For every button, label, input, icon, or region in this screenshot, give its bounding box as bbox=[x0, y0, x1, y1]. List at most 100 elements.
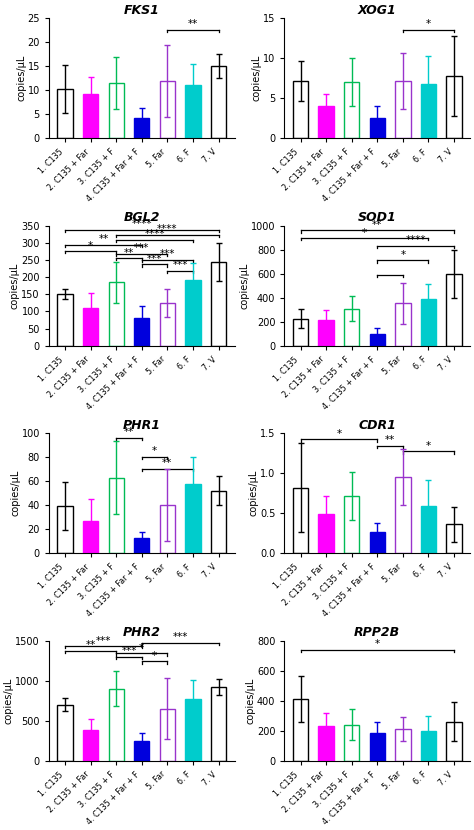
Bar bbox=[134, 740, 149, 761]
Text: ****: **** bbox=[144, 229, 165, 239]
Bar bbox=[319, 726, 334, 761]
Bar bbox=[447, 525, 462, 554]
Text: *: * bbox=[152, 651, 157, 661]
Text: *: * bbox=[426, 441, 431, 451]
Bar bbox=[109, 689, 124, 761]
Title: PHR2: PHR2 bbox=[123, 627, 161, 639]
Y-axis label: copies/μL: copies/μL bbox=[4, 677, 14, 724]
Y-axis label: copies/μL: copies/μL bbox=[239, 262, 249, 309]
Bar bbox=[211, 261, 226, 346]
Text: ****: **** bbox=[157, 224, 178, 234]
Bar bbox=[83, 308, 98, 346]
Bar bbox=[109, 282, 124, 346]
Text: ***: *** bbox=[134, 243, 149, 253]
Bar bbox=[57, 506, 73, 554]
Bar bbox=[344, 725, 359, 761]
Bar bbox=[370, 532, 385, 554]
Text: ***: *** bbox=[160, 249, 175, 259]
Y-axis label: copies/μL: copies/μL bbox=[252, 55, 262, 101]
Title: FKS1: FKS1 bbox=[124, 4, 160, 17]
Title: XOG1: XOG1 bbox=[358, 4, 397, 17]
Bar bbox=[447, 76, 462, 139]
Bar bbox=[447, 722, 462, 761]
Title: RPP2B: RPP2B bbox=[354, 627, 401, 639]
Text: *: * bbox=[400, 250, 405, 260]
Y-axis label: copies/μL: copies/μL bbox=[16, 55, 26, 101]
Bar bbox=[83, 94, 98, 139]
Bar bbox=[447, 274, 462, 346]
Bar bbox=[370, 118, 385, 139]
Bar bbox=[395, 303, 410, 346]
Text: ***: *** bbox=[121, 647, 137, 657]
Bar bbox=[185, 484, 201, 554]
Bar bbox=[395, 477, 410, 554]
Text: **: ** bbox=[162, 458, 173, 468]
Text: *: * bbox=[426, 19, 431, 29]
Bar bbox=[370, 334, 385, 346]
Y-axis label: copies/μL: copies/μL bbox=[10, 262, 20, 309]
Text: **: ** bbox=[85, 640, 96, 651]
Title: BGL2: BGL2 bbox=[124, 212, 160, 224]
Text: ****: **** bbox=[131, 219, 152, 229]
Bar bbox=[293, 699, 308, 761]
Bar bbox=[83, 520, 98, 554]
Bar bbox=[211, 687, 226, 761]
Y-axis label: copies/μL: copies/μL bbox=[249, 470, 259, 516]
Bar bbox=[57, 295, 73, 346]
Bar bbox=[421, 84, 436, 139]
Bar bbox=[421, 506, 436, 554]
Bar bbox=[211, 66, 226, 139]
Bar bbox=[185, 699, 201, 761]
Bar bbox=[57, 705, 73, 761]
Bar bbox=[421, 730, 436, 761]
Bar bbox=[293, 81, 308, 139]
Text: *: * bbox=[362, 227, 367, 237]
Bar bbox=[185, 85, 201, 139]
Bar bbox=[160, 709, 175, 761]
Text: **: ** bbox=[98, 235, 109, 245]
Text: *: * bbox=[88, 241, 93, 251]
Bar bbox=[293, 487, 308, 554]
Bar bbox=[134, 538, 149, 554]
Text: *: * bbox=[337, 429, 341, 439]
Bar bbox=[57, 90, 73, 139]
Text: ***: *** bbox=[147, 254, 162, 264]
Y-axis label: copies/μL: copies/μL bbox=[246, 677, 255, 724]
Text: **: ** bbox=[372, 220, 383, 230]
Bar bbox=[344, 496, 359, 554]
Title: SOD1: SOD1 bbox=[358, 212, 397, 224]
Bar bbox=[160, 303, 175, 346]
Title: PHR1: PHR1 bbox=[123, 419, 161, 432]
Bar bbox=[319, 320, 334, 346]
Title: CDR1: CDR1 bbox=[358, 419, 396, 432]
Bar bbox=[344, 82, 359, 139]
Text: ***: *** bbox=[173, 632, 188, 642]
Bar bbox=[344, 309, 359, 346]
Bar bbox=[83, 730, 98, 761]
Text: **: ** bbox=[124, 427, 134, 437]
Bar bbox=[185, 280, 201, 346]
Text: ***: *** bbox=[96, 636, 111, 646]
Text: **: ** bbox=[124, 247, 134, 257]
Y-axis label: copies/μL: copies/μL bbox=[10, 470, 20, 516]
Bar bbox=[160, 505, 175, 554]
Text: *: * bbox=[139, 642, 145, 652]
Text: **: ** bbox=[188, 19, 198, 29]
Bar bbox=[211, 491, 226, 554]
Bar bbox=[370, 733, 385, 761]
Bar bbox=[134, 118, 149, 139]
Text: *: * bbox=[152, 447, 157, 456]
Text: ****: **** bbox=[405, 236, 426, 246]
Bar bbox=[421, 299, 436, 346]
Bar bbox=[319, 106, 334, 139]
Bar bbox=[109, 83, 124, 139]
Text: ***: *** bbox=[173, 261, 188, 271]
Bar bbox=[395, 81, 410, 139]
Bar bbox=[395, 730, 410, 761]
Bar bbox=[109, 477, 124, 554]
Bar bbox=[293, 319, 308, 346]
Bar bbox=[160, 81, 175, 139]
Bar bbox=[134, 318, 149, 346]
Text: **: ** bbox=[385, 435, 395, 445]
Bar bbox=[319, 514, 334, 554]
